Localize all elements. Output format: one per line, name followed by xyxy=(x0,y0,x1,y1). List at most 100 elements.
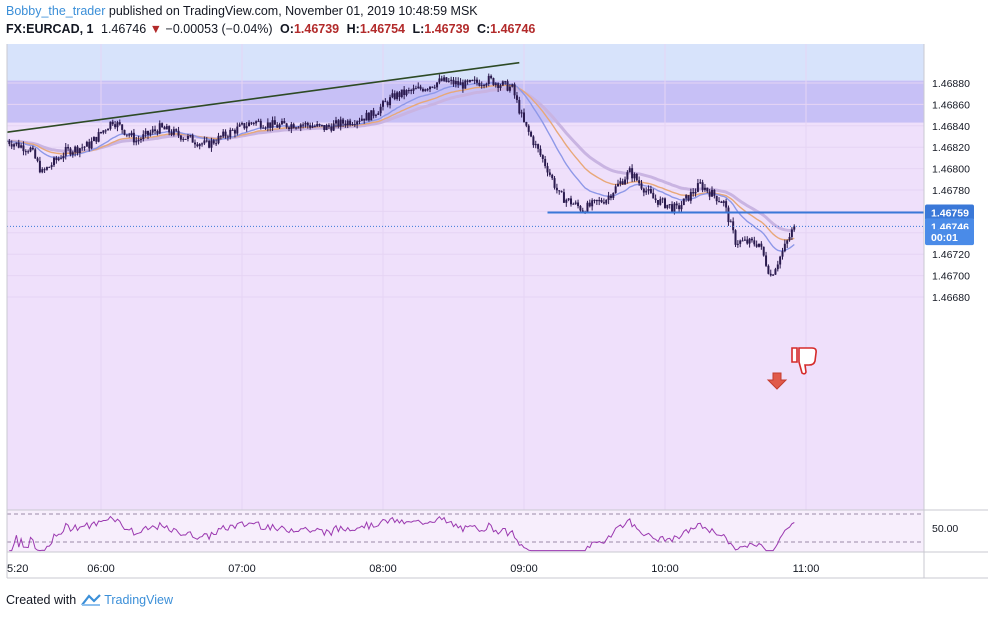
candle-body xyxy=(574,202,577,204)
candle-body xyxy=(414,88,417,90)
candle-body xyxy=(727,207,730,223)
candle-body xyxy=(687,195,690,201)
candle-body xyxy=(656,200,659,205)
candle-body xyxy=(725,201,728,208)
candle-body xyxy=(177,130,180,136)
high-value: 1.46754 xyxy=(359,22,405,36)
candle-body xyxy=(546,166,549,173)
y-tick-label: 1.46680 xyxy=(932,292,970,304)
candle-body xyxy=(62,155,65,159)
candle-body xyxy=(104,130,107,132)
footer: Created with TradingView xyxy=(6,593,173,607)
candle-body xyxy=(248,122,251,127)
candle-body xyxy=(675,203,678,206)
candle-body xyxy=(750,238,753,241)
candle-body xyxy=(671,204,674,212)
rsi-pane-background xyxy=(7,510,924,552)
candle-body xyxy=(783,243,786,252)
candle-body xyxy=(429,86,431,90)
candle-body xyxy=(553,178,556,188)
candle-body xyxy=(130,132,133,136)
candle-body xyxy=(170,132,173,135)
candle-body xyxy=(544,158,547,167)
candle-body xyxy=(741,240,744,242)
candle-body xyxy=(262,127,265,129)
candle-body xyxy=(523,112,525,122)
candle-body xyxy=(748,238,751,244)
y-tick-label: 1.46720 xyxy=(932,249,970,261)
candle-body xyxy=(534,144,537,146)
candle-body xyxy=(417,86,420,89)
candle-body xyxy=(718,201,721,203)
candle-body xyxy=(67,146,70,149)
candle-body xyxy=(490,75,493,79)
candle-body xyxy=(400,89,403,97)
candle-body xyxy=(699,182,702,184)
candle-body xyxy=(739,240,742,244)
down-triangle-icon: ▼ xyxy=(149,22,163,36)
candle-body xyxy=(461,82,464,89)
x-tick-label: 09:00 xyxy=(510,563,538,575)
candle-body xyxy=(539,148,542,156)
candle-body xyxy=(191,135,194,143)
candle-body xyxy=(370,110,373,121)
candle-body xyxy=(10,144,13,147)
candle-body xyxy=(720,201,723,203)
rsi-line xyxy=(9,515,795,552)
author-link[interactable]: Bobby_the_trader xyxy=(6,4,106,18)
candle-body xyxy=(405,90,408,96)
candle-body xyxy=(520,112,523,114)
candle-body xyxy=(680,205,683,210)
candle-body xyxy=(64,146,67,156)
candle-body xyxy=(628,168,631,173)
candle-body xyxy=(69,148,72,155)
candle-body xyxy=(139,139,142,141)
candle-body xyxy=(320,124,323,126)
candle-body xyxy=(774,269,777,275)
candle-body xyxy=(769,273,772,276)
candle-body xyxy=(245,126,248,129)
thumbs-down-icon[interactable] xyxy=(791,347,817,375)
candle-body xyxy=(236,126,239,134)
candle-body xyxy=(781,251,784,257)
tradingview-link[interactable]: TradingView xyxy=(104,593,173,607)
candle-body xyxy=(640,183,643,189)
candle-body xyxy=(24,151,27,153)
price-badge xyxy=(925,229,974,246)
candle-body xyxy=(609,195,612,198)
candle-body xyxy=(424,89,427,92)
candle-body xyxy=(31,147,34,150)
candle-body xyxy=(255,121,258,124)
x-tick-label: 06:00 xyxy=(87,563,115,575)
candle-body xyxy=(201,143,204,145)
symbol-name[interactable]: FX:EURCAD, 1 xyxy=(6,22,94,36)
candle-body xyxy=(450,79,453,81)
trendline[interactable] xyxy=(6,61,520,134)
candle-body xyxy=(313,126,316,128)
candle-body xyxy=(600,200,603,203)
candle-body xyxy=(438,78,441,83)
candle-body xyxy=(607,195,610,201)
candle-body xyxy=(217,135,220,144)
candle-body xyxy=(208,140,211,148)
candle-body xyxy=(572,203,575,205)
candle-body xyxy=(292,124,295,129)
candle-body xyxy=(17,142,20,148)
candle-body xyxy=(271,120,274,128)
down-arrow-icon[interactable] xyxy=(766,372,788,390)
candle-body xyxy=(330,126,333,131)
candle-body xyxy=(132,132,135,143)
candle-body xyxy=(74,146,77,153)
candle-body xyxy=(525,121,528,126)
candle-body xyxy=(107,128,110,131)
rsi-level-label: 50.00 xyxy=(932,523,958,535)
candle-body xyxy=(421,88,424,92)
candle-body xyxy=(356,121,359,125)
candle-body xyxy=(374,114,377,116)
candle-body xyxy=(182,138,185,140)
candle-body xyxy=(591,200,594,207)
candle-body xyxy=(125,134,128,136)
candle-body xyxy=(652,192,655,199)
candle-body xyxy=(558,190,561,192)
candle-body xyxy=(238,124,241,127)
